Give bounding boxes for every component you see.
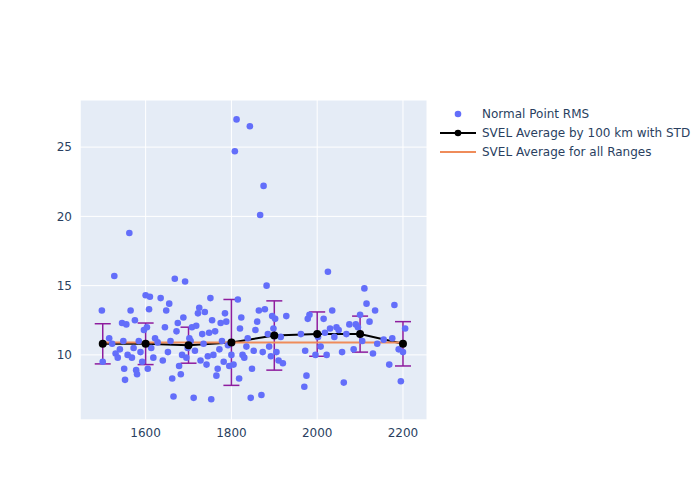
svg-text:2200: 2200 bbox=[388, 426, 419, 440]
svg-text:25: 25 bbox=[57, 140, 72, 154]
html-text:Normal Point RMS: Normal Point RMS bbox=[482, 106, 590, 121]
html-text:SVEL Average by 100 km with ST: SVEL Average by 100 km with STD bbox=[482, 125, 691, 140]
svg-text:1800: 1800 bbox=[216, 426, 247, 440]
html-text:SVEL Average for all Ranges: SVEL Average for all Ranges bbox=[482, 144, 652, 159]
svg-text:15: 15 bbox=[57, 279, 72, 293]
svg-text:10: 10 bbox=[57, 348, 72, 362]
svg-text:1600: 1600 bbox=[130, 426, 161, 440]
svg-text:2000: 2000 bbox=[302, 426, 333, 440]
svg-text:20: 20 bbox=[57, 210, 72, 224]
